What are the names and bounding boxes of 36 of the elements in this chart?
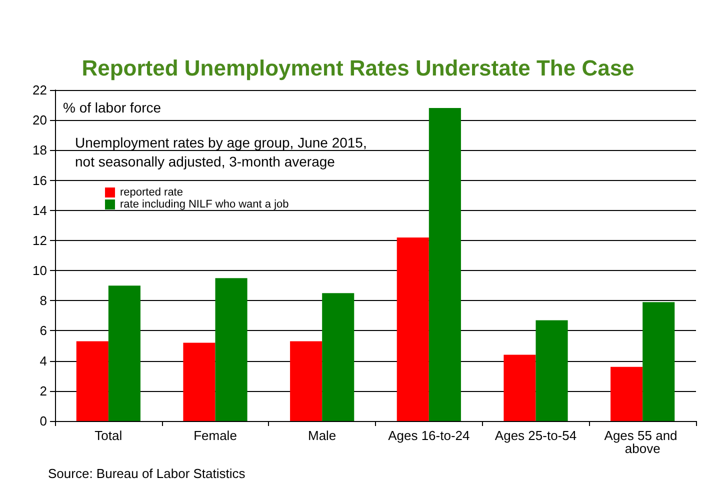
source-note: Source: Bureau of Labor Statistics — [48, 466, 246, 481]
chart-title: Reported Unemployment Rates Understate The Case — [82, 56, 634, 80]
bar — [290, 341, 322, 421]
annotation: % of labor force — [63, 100, 162, 116]
y-tick-label: 0 — [40, 414, 47, 428]
legend-label: reported rate — [120, 186, 183, 198]
x-tick-label: Female — [194, 428, 237, 443]
bar — [642, 302, 675, 421]
y-tick-label: 2 — [40, 383, 47, 398]
y-tick-label: 14 — [32, 202, 47, 218]
y-tick-label: 18 — [32, 142, 47, 158]
y-tick-label: 6 — [40, 323, 47, 338]
annotation: Unemployment rates by age group, June 2015, not seasonally adjusted, 3-month average — [75, 134, 367, 170]
bar — [610, 366, 643, 421]
bar — [215, 278, 248, 421]
x-tick-label: Ages 55 and above — [604, 428, 681, 456]
y-tick-label: 10 — [32, 263, 47, 278]
x-tick-label: Male — [308, 428, 336, 443]
x-tick-label: Total — [94, 428, 122, 443]
legend-label: rate including NILF who want a job — [120, 198, 289, 210]
bar — [536, 320, 568, 421]
y-tick-label: 4 — [40, 353, 47, 368]
bar — [396, 237, 429, 421]
bar — [322, 293, 354, 421]
x-tick-label: Ages 25-to-54 — [494, 428, 577, 443]
bar — [108, 286, 140, 421]
y-tick-label: 20 — [32, 112, 47, 128]
y-tick-label: 8 — [40, 293, 47, 308]
y-tick-label: 22 — [32, 82, 47, 98]
y-tick-label: 12 — [32, 232, 47, 248]
bar — [504, 354, 536, 421]
x-tick-label: Ages 16-to-24 — [388, 428, 470, 443]
bar — [76, 341, 108, 421]
bar — [428, 108, 461, 421]
y-tick-label: 16 — [32, 172, 47, 188]
bar — [183, 342, 216, 421]
